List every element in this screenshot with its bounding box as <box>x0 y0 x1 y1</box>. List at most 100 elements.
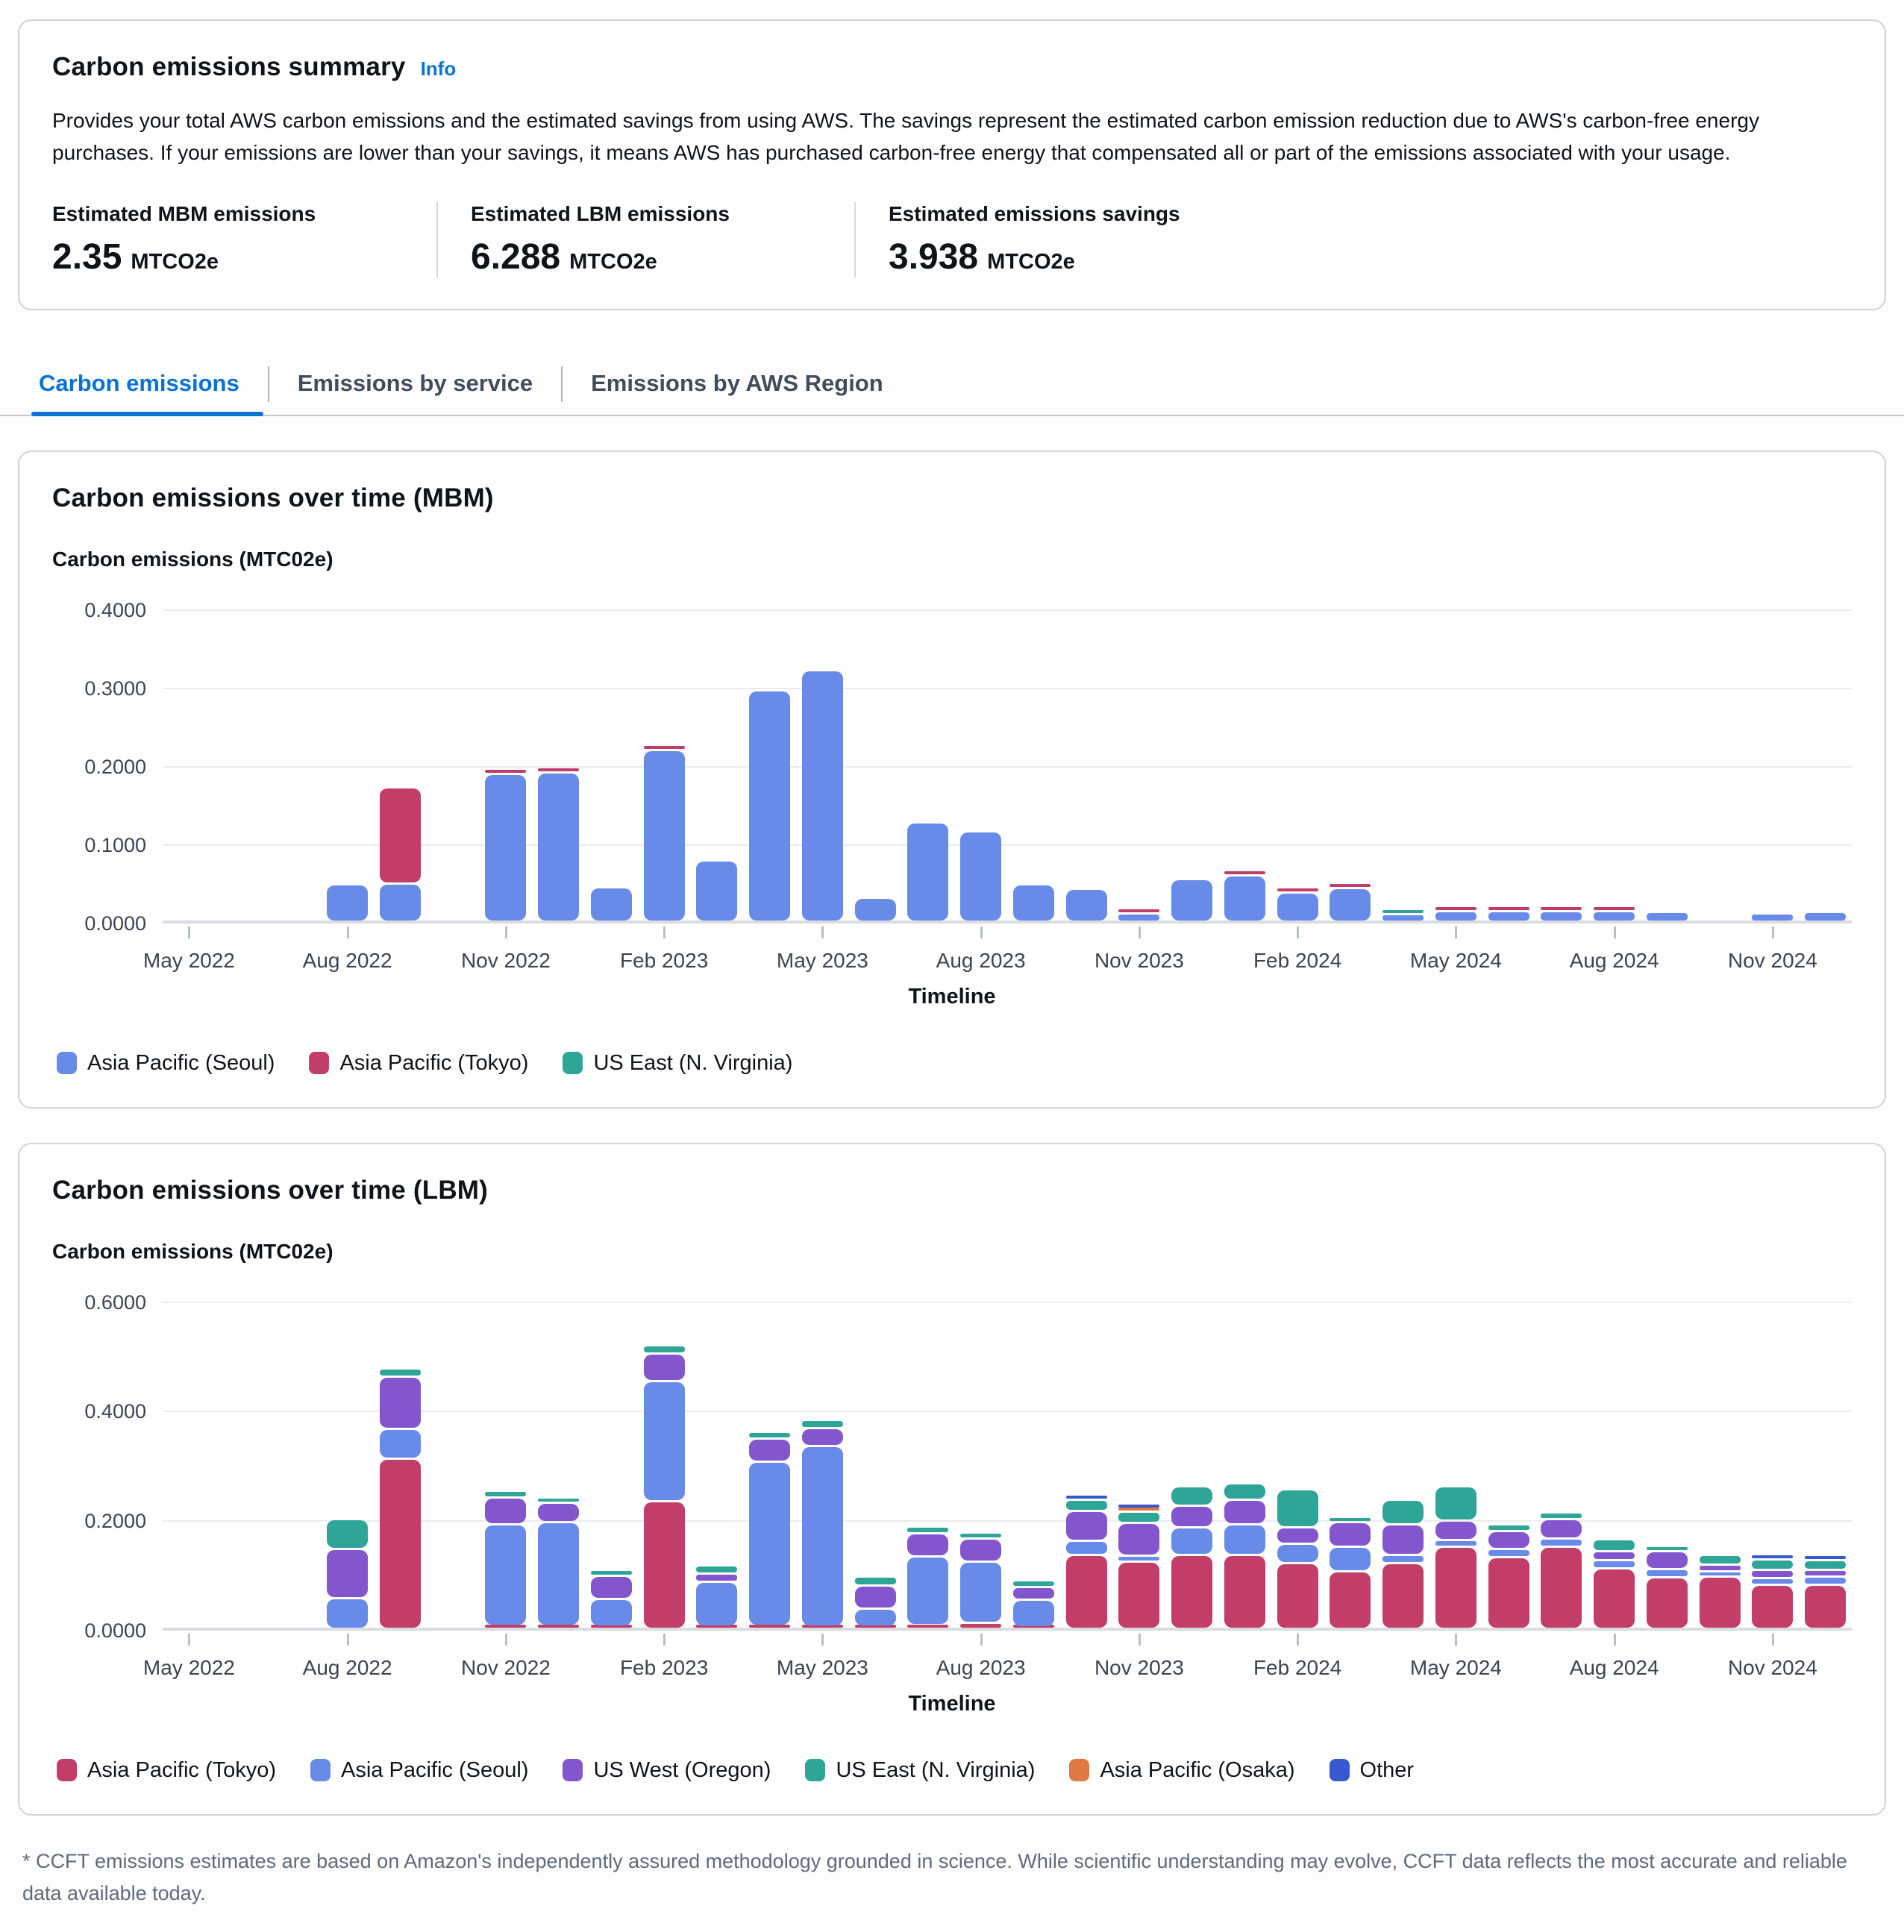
bar-segment[interactable] <box>1541 907 1582 911</box>
bar-segment[interactable] <box>1330 1547 1371 1570</box>
bar-segment[interactable] <box>1065 1512 1107 1540</box>
bar-segment[interactable] <box>1699 1578 1741 1628</box>
bar-segment[interactable] <box>643 750 685 920</box>
bar-segment[interactable] <box>1805 913 1847 920</box>
bar-segment[interactable] <box>907 1558 949 1624</box>
bar-segment[interactable] <box>1330 883 1371 887</box>
bar-segment[interactable] <box>379 1430 421 1458</box>
bar-segment[interactable] <box>1699 1572 1741 1576</box>
legend-item[interactable]: Asia Pacific (Seoul) <box>57 1051 275 1076</box>
info-link[interactable]: Info <box>420 57 457 80</box>
bar-segment[interactable] <box>1330 888 1371 920</box>
bar-segment[interactable] <box>1382 1555 1424 1562</box>
bar-segment[interactable] <box>960 1563 1002 1622</box>
bar-segment[interactable] <box>379 788 421 883</box>
bar-segment[interactable] <box>590 1577 632 1599</box>
bar-segment[interactable] <box>1171 1528 1213 1554</box>
bar-segment[interactable] <box>1012 1581 1054 1587</box>
bar-segment[interactable] <box>1330 1522 1371 1546</box>
bar-segment[interactable] <box>1171 880 1213 920</box>
bar-segment[interactable] <box>1646 913 1688 920</box>
bar-segment[interactable] <box>485 1498 527 1524</box>
bar-segment[interactable] <box>1541 912 1582 920</box>
legend-item[interactable]: US East (N. Virginia) <box>805 1758 1035 1783</box>
bar-segment[interactable] <box>1065 1496 1107 1499</box>
bar-segment[interactable] <box>1277 893 1318 920</box>
bar-segment[interactable] <box>1594 907 1635 911</box>
tab-carbon-emissions[interactable]: Carbon emissions <box>31 358 268 416</box>
bar-segment[interactable] <box>538 1522 580 1625</box>
bar-segment[interactable] <box>907 1528 949 1533</box>
bar-segment[interactable] <box>854 1609 896 1625</box>
bar-segment[interactable] <box>1382 910 1424 914</box>
bar-segment[interactable] <box>1488 912 1529 920</box>
bar-segment[interactable] <box>1541 1539 1582 1546</box>
bar-segment[interactable] <box>1646 1547 1688 1551</box>
bar-segment[interactable] <box>590 1600 632 1625</box>
bar-segment[interactable] <box>801 1420 843 1427</box>
bar-segment[interactable] <box>327 885 369 920</box>
bar-segment[interactable] <box>1435 912 1476 920</box>
bar-segment[interactable] <box>907 824 949 920</box>
bar-segment[interactable] <box>696 1566 738 1573</box>
legend-item[interactable]: Asia Pacific (Seoul) <box>310 1758 528 1783</box>
tab-emissions-by-aws-region[interactable]: Emissions by AWS Region <box>563 358 912 416</box>
bar-segment[interactable] <box>1330 1517 1371 1521</box>
bar-segment[interactable] <box>1330 1572 1371 1628</box>
bar-segment[interactable] <box>749 1624 791 1628</box>
bar-segment[interactable] <box>379 1370 421 1376</box>
bar-segment[interactable] <box>1805 1578 1847 1584</box>
bar-segment[interactable] <box>1277 1545 1318 1562</box>
bar-segment[interactable] <box>1594 1540 1635 1550</box>
bar-segment[interactable] <box>907 1534 949 1555</box>
bar-segment[interactable] <box>1805 1561 1847 1569</box>
bar-segment[interactable] <box>1646 1569 1688 1576</box>
legend-item[interactable]: US West (Oregon) <box>563 1758 771 1783</box>
bar-segment[interactable] <box>1382 1501 1424 1524</box>
bar-segment[interactable] <box>1541 1514 1582 1519</box>
bar-segment[interactable] <box>1171 1555 1213 1628</box>
bar-segment[interactable] <box>1646 1578 1688 1628</box>
bar-segment[interactable] <box>1118 915 1160 920</box>
bar-segment[interactable] <box>749 691 791 920</box>
bar-segment[interactable] <box>1752 1555 1794 1558</box>
bar-segment[interactable] <box>1277 1564 1318 1628</box>
bar-segment[interactable] <box>1699 1555 1741 1564</box>
bar-segment[interactable] <box>485 1525 527 1625</box>
bar-segment[interactable] <box>1435 1540 1476 1546</box>
bar-segment[interactable] <box>1594 1569 1635 1628</box>
bar-segment[interactable] <box>1224 1501 1265 1524</box>
bar-segment[interactable] <box>801 1446 843 1625</box>
bar-segment[interactable] <box>1488 1531 1529 1549</box>
bar-segment[interactable] <box>749 1432 791 1438</box>
bar-segment[interactable] <box>1065 1501 1107 1511</box>
bar-segment[interactable] <box>643 1502 685 1628</box>
bar-segment[interactable] <box>1435 1487 1476 1520</box>
bar-segment[interactable] <box>960 832 1002 920</box>
bar-segment[interactable] <box>1171 1487 1213 1505</box>
bar-segment[interactable] <box>1171 1506 1213 1527</box>
bar-segment[interactable] <box>1224 1484 1265 1499</box>
bar-segment[interactable] <box>1118 1512 1160 1522</box>
bar-segment[interactable] <box>485 775 527 920</box>
bar-segment[interactable] <box>1488 1558 1529 1628</box>
bar-segment[interactable] <box>1488 1550 1529 1557</box>
bar-segment[interactable] <box>1752 1586 1794 1628</box>
bar-segment[interactable] <box>1065 1555 1107 1628</box>
bar-segment[interactable] <box>590 888 632 920</box>
bar-segment[interactable] <box>1277 1528 1318 1543</box>
bar-segment[interactable] <box>327 1599 369 1628</box>
bar-segment[interactable] <box>1646 1552 1688 1568</box>
bar-segment[interactable] <box>1752 1560 1794 1569</box>
bar-segment[interactable] <box>749 1440 791 1461</box>
bar-segment[interactable] <box>379 1378 421 1428</box>
bar-segment[interactable] <box>1594 1552 1635 1560</box>
bar-segment[interactable] <box>1752 1571 1794 1578</box>
legend-item[interactable]: Asia Pacific (Osaka) <box>1069 1758 1295 1783</box>
bar-segment[interactable] <box>1699 1565 1741 1570</box>
bar-segment[interactable] <box>696 1624 738 1628</box>
bar-segment[interactable] <box>1435 907 1476 911</box>
bar-segment[interactable] <box>590 1570 632 1575</box>
bar-segment[interactable] <box>1541 1520 1582 1537</box>
bar-segment[interactable] <box>1805 1586 1847 1628</box>
